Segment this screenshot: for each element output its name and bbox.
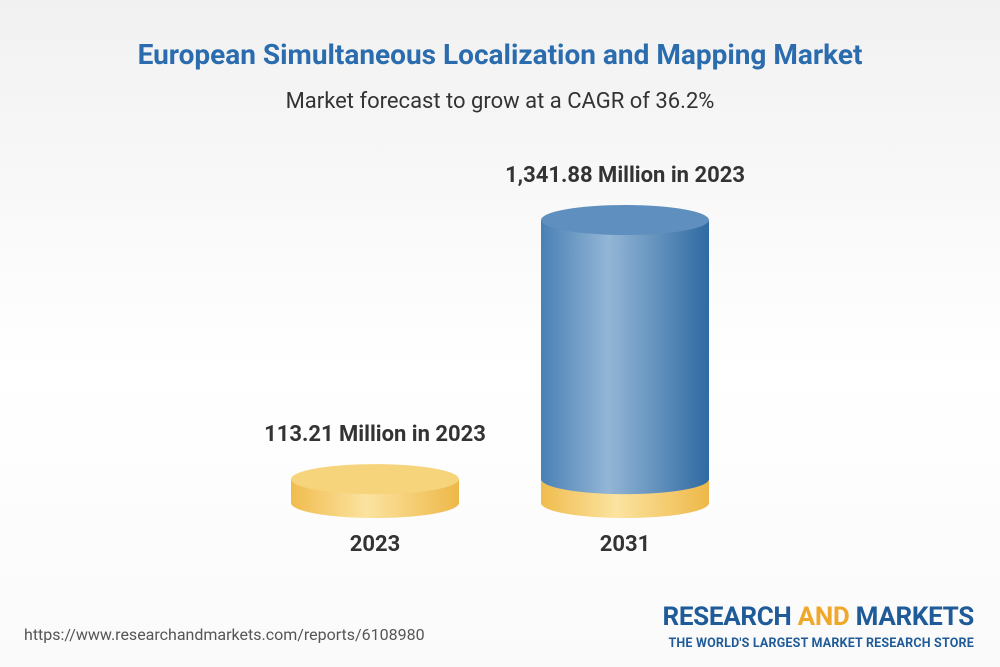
source-url: https://www.researchandmarkets.com/repor… [24,625,425,644]
cylinder-top [291,464,459,495]
chart-subtitle: Market forecast to grow at a CAGR of 36.… [285,89,715,114]
brand-logo: RESEARCH AND MARKETS [662,602,974,632]
brand-word: MARKETS [855,602,975,632]
cylinder [291,464,459,518]
x-tick-label: 2031 [599,532,651,557]
value-label: 113.21 Million in 2023 [264,422,486,448]
x-tick-label: 2023 [349,532,401,557]
cylinder-top [541,205,709,235]
cylinder [541,205,709,495]
value-label: 1,341.88 Million in 2023 [505,163,745,188]
chart-title: European Simultaneous Localization and M… [137,38,863,71]
cylinder-body [541,220,709,495]
brand-tagline: THE WORLD'S LARGEST MARKET RESEARCH STOR… [668,636,974,651]
brand-word: RESEARCH [662,602,792,632]
brand-word: AND [797,602,850,632]
